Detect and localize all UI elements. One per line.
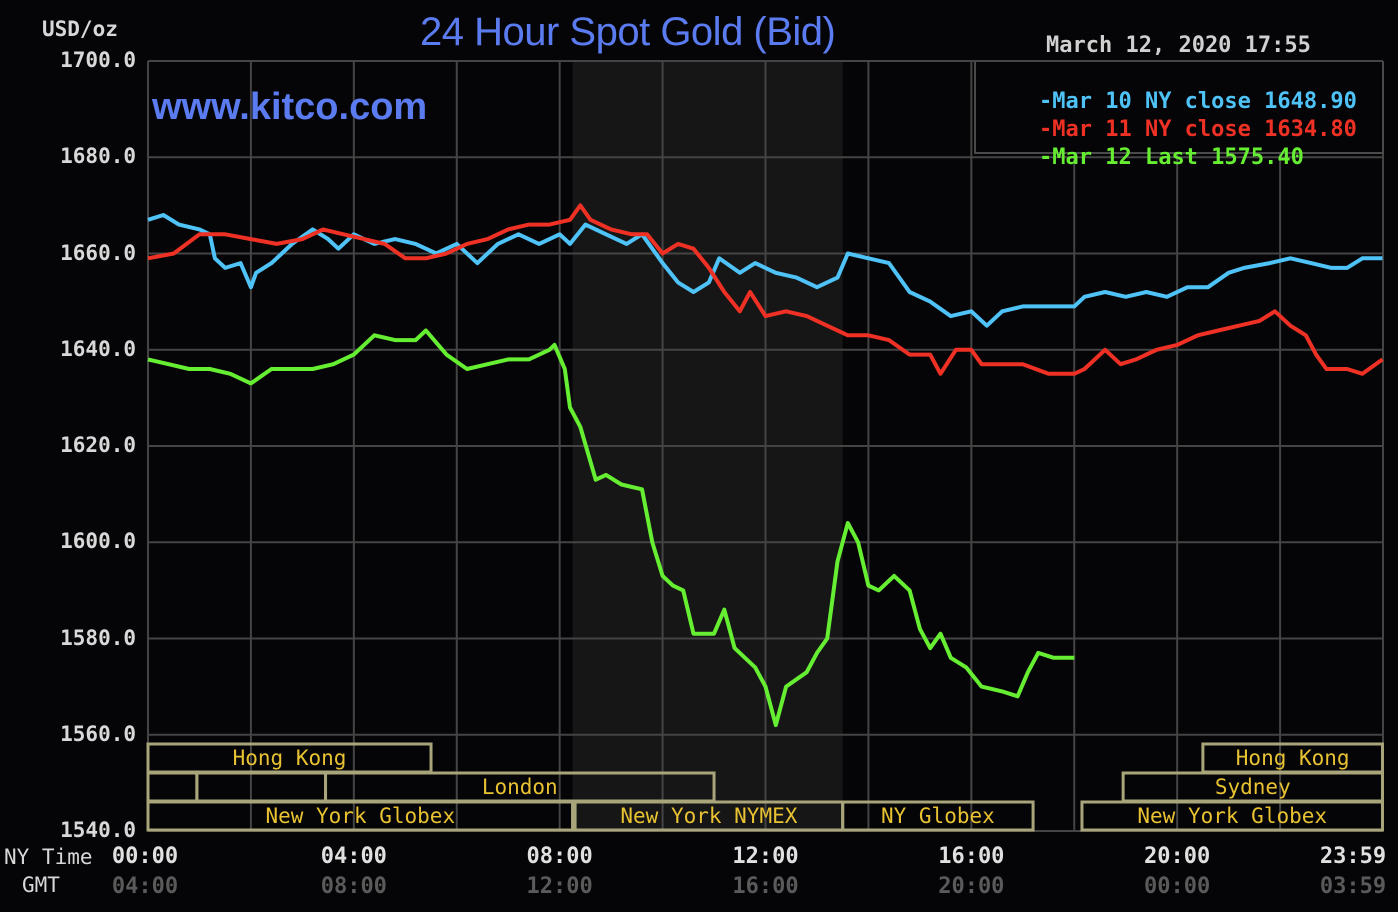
x-tick-label-ny: 04:00 (320, 844, 387, 869)
price-line-0 (147, 213, 1383, 328)
y-tick-label: 1620.0 (60, 433, 136, 457)
price-line-1 (147, 203, 1384, 376)
x-axis-label-ny: NY Time (4, 845, 93, 869)
session-label: New York Globex (1137, 804, 1328, 828)
session-label: Hong Kong (1235, 746, 1350, 770)
session-label: London (481, 775, 558, 799)
session-label: New York Globex (265, 804, 456, 828)
y-tick-label: 1600.0 (60, 529, 136, 554)
y-tick-label: 1540.0 (60, 818, 136, 842)
session-label: Hong Kong (232, 746, 347, 770)
grid-lines (147, 60, 1384, 832)
legend-label: Mar 12 Last 1575.40 (1052, 145, 1304, 170)
site-watermark[interactable]: www.kitco.com (152, 86, 428, 128)
legend-item-mar10: -Mar 10 NY close 1648.90 (986, 64, 1357, 139)
trading-sessions (146, 742, 1384, 832)
session-label: Sydney (1214, 775, 1291, 799)
x-tick-label-ny: 12:00 (732, 844, 799, 869)
y-tick-label: 1580.0 (60, 625, 136, 650)
session-label: New York NYMEX (620, 804, 798, 828)
legend-item-mar11: -Mar 11 NY close 1634.80 (986, 92, 1357, 167)
legend-label: Mar 10 NY close 1648.90 (1052, 89, 1357, 114)
chart-title: 24 Hour Spot Gold (Bid) (420, 10, 836, 54)
x-tick-label-ny: 08:00 (526, 844, 593, 869)
y-tick-label: 1560.0 (60, 721, 136, 746)
x-axis-label-gmt: GMT (22, 873, 60, 897)
legend: -Mar 10 NY close 1648.90 -Mar 11 NY clos… (974, 62, 1384, 170)
x-tick-label-gmt: 00:00 (1144, 874, 1211, 899)
x-tick-label-ny: 00:00 (111, 844, 179, 869)
x-tick-label-gmt: 04:00 (111, 874, 179, 899)
timestamp: March 12, 2020 17:55 (1046, 33, 1311, 58)
legend-swatch-icon: - (1038, 117, 1053, 142)
legend-label: Mar 11 NY close 1634.80 (1052, 117, 1357, 142)
x-tick-label-ny: 16:00 (938, 844, 1005, 869)
y-tick-label: 1640.0 (60, 336, 136, 361)
x-tick-label-gmt: 16:00 (732, 874, 799, 899)
x-tick-label-gmt: 12:00 (526, 874, 593, 899)
session-box (1080, 800, 1384, 832)
session-label: NY Globex (880, 804, 995, 828)
y-tick-label: 1680.0 (60, 144, 136, 169)
session-box (841, 800, 1035, 832)
x-tick-label-gmt: 03:59 (1319, 874, 1387, 899)
legend-swatch-icon: - (1038, 89, 1053, 114)
price-line-2 (147, 328, 1075, 728)
legend-swatch-icon: - (1038, 145, 1053, 170)
y-axis-unit: USD/oz (42, 17, 118, 41)
x-tick-label-gmt: 20:00 (938, 874, 1005, 899)
session-box (146, 800, 575, 832)
x-tick-label-ny: 23:59 (1319, 844, 1387, 869)
y-tick-label: 1700.0 (60, 48, 136, 72)
y-tick-label: 1660.0 (60, 240, 136, 265)
x-tick-label-gmt: 08:00 (320, 874, 387, 899)
legend-item-mar12: -Mar 12 Last 1575.40 (986, 120, 1304, 195)
price-series (147, 203, 1384, 728)
x-tick-label-ny: 20:00 (1144, 844, 1211, 869)
